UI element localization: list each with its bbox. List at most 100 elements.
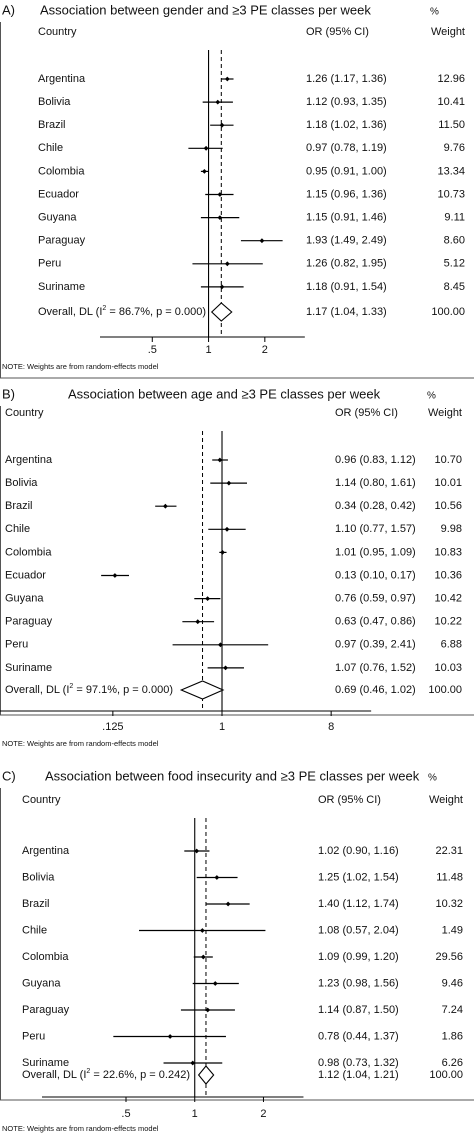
point-estimate-marker: [220, 550, 225, 555]
row-or-ci: 1.23 (0.98, 1.56): [318, 977, 399, 989]
row-country-label: Argentina: [5, 454, 53, 466]
row-weight: 10.83: [434, 546, 462, 558]
point-estimate-marker: [224, 526, 230, 532]
point-estimate-marker: [212, 981, 218, 986]
x-tick-label: .5: [121, 1108, 130, 1120]
row-or-ci: 0.95 (0.91, 1.00): [306, 165, 387, 177]
row-or-ci: 1.12 (0.93, 1.35): [306, 96, 387, 108]
row-weight: 10.42: [434, 593, 462, 605]
row-weight: 11.48: [436, 871, 463, 883]
row-country-label: Peru: [22, 1030, 45, 1042]
point-estimate-marker: [203, 145, 209, 151]
overall-weight: 100.00: [431, 306, 465, 318]
point-estimate-marker: [167, 1034, 173, 1039]
panel-title: Association between food insecurity and …: [45, 768, 420, 783]
row-weight: 1.86: [442, 1030, 463, 1042]
point-estimate-marker: [205, 1007, 211, 1013]
overall-diamond: [197, 1065, 215, 1085]
point-estimate-marker: [214, 875, 220, 880]
row-country-label: Suriname: [38, 281, 85, 293]
row-country-label: Peru: [38, 258, 61, 270]
overall-label: Overall, DL (I2 = 86.7%, p = 0.000): [38, 305, 206, 318]
panel-title: Association between gender and ≥3 PE cla…: [40, 2, 371, 17]
panel-title: Association between age and ≥3 PE classe…: [68, 386, 381, 401]
footnote: NOTE: Weights are from random-effects mo…: [2, 1124, 159, 1133]
header-country: Country: [38, 26, 77, 38]
point-estimate-marker: [112, 573, 118, 578]
row-or-ci: 1.15 (0.96, 1.36): [306, 188, 387, 200]
point-estimate-marker: [195, 619, 201, 625]
point-estimate-marker: [219, 284, 225, 290]
point-estimate-marker: [224, 76, 230, 82]
row-weight: 22.31: [435, 845, 463, 857]
row-weight: 6.88: [441, 639, 462, 651]
point-estimate-marker: [218, 642, 223, 648]
point-estimate-marker: [199, 928, 205, 933]
row-weight: 10.41: [437, 96, 465, 108]
row-or-ci: 1.15 (0.91, 1.46): [306, 212, 387, 224]
row-or-ci: 0.98 (0.73, 1.32): [318, 1057, 399, 1069]
point-estimate-marker: [223, 665, 228, 671]
row-or-ci: 0.63 (0.47, 0.86): [335, 616, 416, 628]
overall-or-ci: 1.17 (1.04, 1.33): [306, 306, 387, 318]
point-estimate-marker: [200, 954, 206, 960]
row-weight: 10.56: [434, 500, 462, 512]
header-country: Country: [22, 794, 61, 806]
point-estimate-marker: [194, 848, 200, 854]
header-country: Country: [5, 407, 44, 419]
row-country-label: Paraguay: [5, 616, 53, 628]
row-country-label: Ecuador: [38, 188, 79, 200]
row-country-label: Brazil: [5, 500, 33, 512]
row-or-ci: 1.10 (0.77, 1.57): [335, 523, 416, 535]
row-weight: 10.70: [434, 454, 462, 466]
row-weight: 10.03: [434, 662, 462, 674]
row-or-ci: 1.93 (1.49, 2.49): [306, 235, 387, 247]
row-country-label: Colombia: [22, 951, 69, 963]
row-country-label: Paraguay: [38, 235, 86, 247]
row-weight: 8.45: [444, 281, 465, 293]
footnote: NOTE: Weights are from random-effects mo…: [2, 739, 159, 748]
row-country-label: Paraguay: [22, 1004, 70, 1016]
row-country-label: Chile: [38, 142, 63, 154]
point-estimate-marker: [259, 238, 265, 244]
row-country-label: Chile: [5, 523, 30, 535]
forest-panel-b: B) Association between age and ≥3 PE clas…: [0, 386, 474, 748]
x-tick-label: 1: [192, 1108, 198, 1120]
row-or-ci: 1.18 (0.91, 1.54): [306, 281, 387, 293]
overall-label: Overall, DL (I2 = 97.1%, p = 0.000): [5, 683, 173, 696]
x-tick-label: 1: [205, 344, 211, 356]
forest-panel-a: A) Association between gender and ≥3 PE c…: [0, 2, 474, 379]
row-or-ci: 1.26 (0.82, 1.95): [306, 258, 387, 270]
row-country-label: Bolivia: [38, 96, 71, 108]
row-or-ci: 1.25 (1.02, 1.54): [318, 871, 399, 883]
point-estimate-marker: [217, 215, 223, 220]
row-country-label: Peru: [5, 639, 28, 651]
x-tick-label: 1: [219, 721, 225, 733]
row-or-ci: 0.34 (0.28, 0.42): [335, 500, 416, 512]
row-or-ci: 1.07 (0.76, 1.52): [335, 662, 416, 674]
point-estimate-marker: [217, 457, 223, 463]
point-estimate-marker: [162, 503, 168, 509]
row-weight: 10.36: [434, 569, 462, 581]
point-estimate-marker: [201, 169, 207, 174]
row-weight: 9.46: [442, 977, 463, 989]
row-weight: 10.73: [437, 188, 465, 200]
overall-diamond: [210, 302, 233, 322]
header-or-ci: OR (95% CI): [318, 794, 381, 806]
panel-label: B): [2, 386, 15, 401]
row-or-ci: 1.18 (1.02, 1.36): [306, 119, 387, 131]
footnote: NOTE: Weights are from random-effects mo…: [2, 362, 159, 371]
row-weight: 9.11: [444, 212, 465, 224]
row-weight: 1.49: [442, 924, 463, 936]
header-or-ci: OR (95% CI): [335, 407, 398, 419]
row-weight: 13.34: [437, 165, 465, 177]
row-country-label: Guyana: [38, 212, 77, 224]
row-country-label: Argentina: [22, 845, 70, 857]
row-country-label: Colombia: [38, 165, 85, 177]
row-or-ci: 1.01 (0.95, 1.09): [335, 546, 416, 558]
percent-label: %: [427, 391, 436, 402]
row-country-label: Brazil: [38, 119, 66, 131]
row-weight: 11.50: [438, 119, 465, 131]
row-country-label: Bolivia: [5, 477, 38, 489]
row-or-ci: 1.26 (1.17, 1.36): [306, 73, 387, 85]
